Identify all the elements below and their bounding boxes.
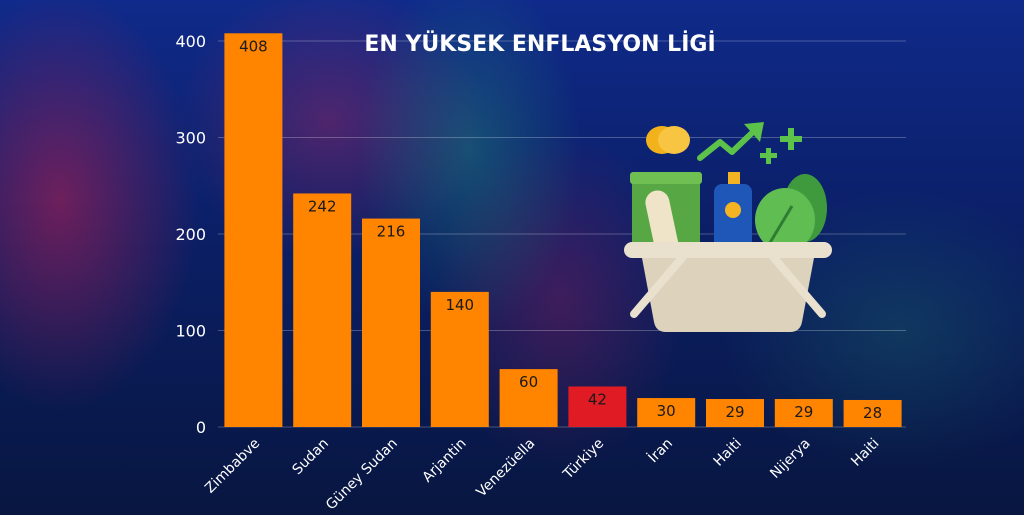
data-label: 140: [445, 296, 474, 314]
bar-zimbabve: [224, 33, 283, 427]
x-tick-label: Arjantin: [419, 436, 469, 486]
data-label: 42: [588, 390, 607, 408]
data-label: 29: [725, 403, 744, 421]
bar-güney-sudan: [362, 218, 420, 427]
x-tick-label: Nijerya: [767, 436, 813, 482]
x-tick-label: Haiti: [848, 436, 882, 470]
x-tick-label: Venezüella: [474, 436, 539, 501]
x-tick-label: Güney Sudan: [323, 436, 401, 514]
bar-türkiye: [568, 386, 627, 427]
chart-title: EN YÜKSEK ENFLASYON LİGİ: [364, 31, 715, 57]
data-label: 408: [239, 37, 268, 55]
x-tick-label: Zimbabve: [202, 436, 263, 497]
data-label: 216: [377, 223, 406, 241]
bar-sudan: [293, 193, 352, 427]
bar-i̇ran: [637, 398, 696, 427]
x-tick-label: Sudan: [290, 436, 333, 479]
y-tick-label: 400: [175, 32, 206, 51]
y-tick-label: 200: [175, 225, 206, 244]
data-label: 29: [794, 403, 813, 421]
x-tick-label: Türkiye: [560, 436, 607, 483]
y-axis-ticks: 0 100 200 300 400: [175, 32, 206, 437]
data-label: 30: [657, 402, 676, 420]
y-tick-label: 300: [175, 129, 206, 148]
bar-arjantin: [430, 291, 489, 427]
x-tick-label: İran: [644, 434, 676, 466]
data-label: 28: [863, 404, 882, 422]
grocery-basket-icon: [624, 122, 832, 332]
x-tick-label: Haiti: [711, 436, 745, 470]
bar-venezüella: [499, 369, 558, 427]
bar-haiti: [706, 399, 764, 427]
bar-nijerya: [774, 399, 833, 427]
data-label: 60: [519, 373, 538, 391]
data-labels: 408 242 216 140 60 42 30 29 29 28: [239, 37, 882, 422]
y-tick-label: 0: [196, 418, 206, 437]
y-tick-label: 100: [175, 322, 206, 341]
data-label: 242: [308, 197, 337, 215]
bar-haiti: [843, 399, 902, 427]
bars: [224, 33, 902, 427]
